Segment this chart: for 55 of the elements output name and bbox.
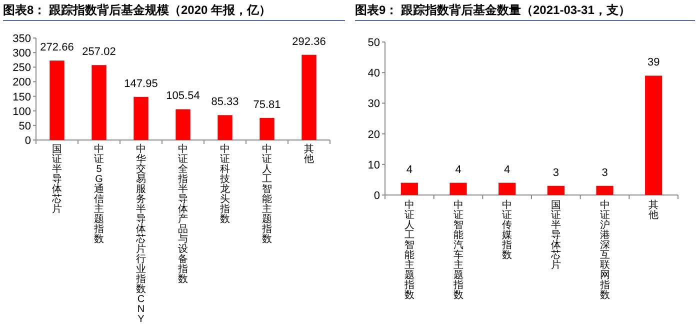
- data-label: 272.66: [40, 42, 74, 54]
- chart-title: 图表8： 跟踪指数背后基金规模（2020 年报，亿）: [3, 2, 345, 21]
- bar: [596, 186, 614, 195]
- category-label: 中证5G通信主题指数: [94, 144, 104, 245]
- category-label: 中证智能汽车主题指数: [453, 200, 464, 301]
- category-label: 中华交易服务半导体芯片行业指数CNY: [136, 144, 146, 325]
- x-tick-label: 中证科技龙头指数: [220, 144, 230, 225]
- data-label: 292.36: [292, 36, 326, 48]
- chart-title: 图表9： 跟踪指数背后基金数量（2021-03-31，支）: [355, 2, 695, 21]
- bar: [134, 96, 148, 140]
- x-tick-label: 国证半导体芯片: [52, 144, 62, 215]
- y-tick-label: 0: [24, 135, 31, 147]
- category-label: 中证全指半导体产品与设备指数: [178, 144, 188, 285]
- bar: [302, 54, 316, 140]
- data-label: 147.95: [124, 78, 158, 90]
- x-tick-label: 中证传媒指数: [502, 200, 513, 261]
- data-label: 3: [602, 166, 608, 179]
- y-tick-label: 40: [368, 68, 380, 80]
- y-tick-label: 0: [374, 190, 380, 202]
- y-tick-label: 10: [368, 159, 380, 172]
- bar: [92, 65, 106, 140]
- bar: [547, 186, 564, 195]
- y-tick-label: 250: [12, 62, 31, 74]
- data-label: 4: [455, 164, 462, 176]
- bar: [645, 76, 662, 195]
- x-tick-label: 其他: [304, 144, 314, 165]
- y-tick-label: 150: [12, 91, 31, 104]
- bar: [400, 182, 418, 195]
- x-tick-label: 其他: [648, 200, 660, 221]
- data-label: 39: [647, 56, 660, 69]
- category-label: 中证沪港深互联网指数: [600, 200, 610, 301]
- data-label: 257.02: [82, 46, 116, 58]
- data-label: 4: [406, 164, 412, 176]
- y-tick-label: 20: [368, 128, 380, 141]
- y-tick-label: 100: [12, 106, 31, 118]
- data-label: 75.81: [253, 98, 281, 111]
- bar: [450, 182, 467, 195]
- bar: [176, 109, 190, 140]
- y-tick-label: 200: [12, 76, 31, 89]
- y-tick-label: 50: [368, 37, 380, 49]
- bar: [260, 118, 274, 140]
- data-label: 4: [504, 164, 510, 176]
- bar: [218, 115, 232, 140]
- y-tick-label: 50: [18, 120, 31, 132]
- bar: [498, 182, 516, 195]
- data-label: 105.54: [166, 90, 200, 102]
- x-tick-label: 国证半导体芯片: [550, 200, 562, 271]
- y-tick-label: 350: [12, 33, 31, 45]
- data-label: 3: [552, 166, 559, 179]
- category-label: 中证人工智能主题指数: [404, 200, 414, 301]
- bar: [50, 60, 64, 140]
- data-label: 85.33: [211, 96, 239, 108]
- y-tick-label: 300: [12, 48, 31, 60]
- y-tick-label: 30: [368, 98, 380, 110]
- category-label: 中证人工智能主题指数: [262, 144, 272, 245]
